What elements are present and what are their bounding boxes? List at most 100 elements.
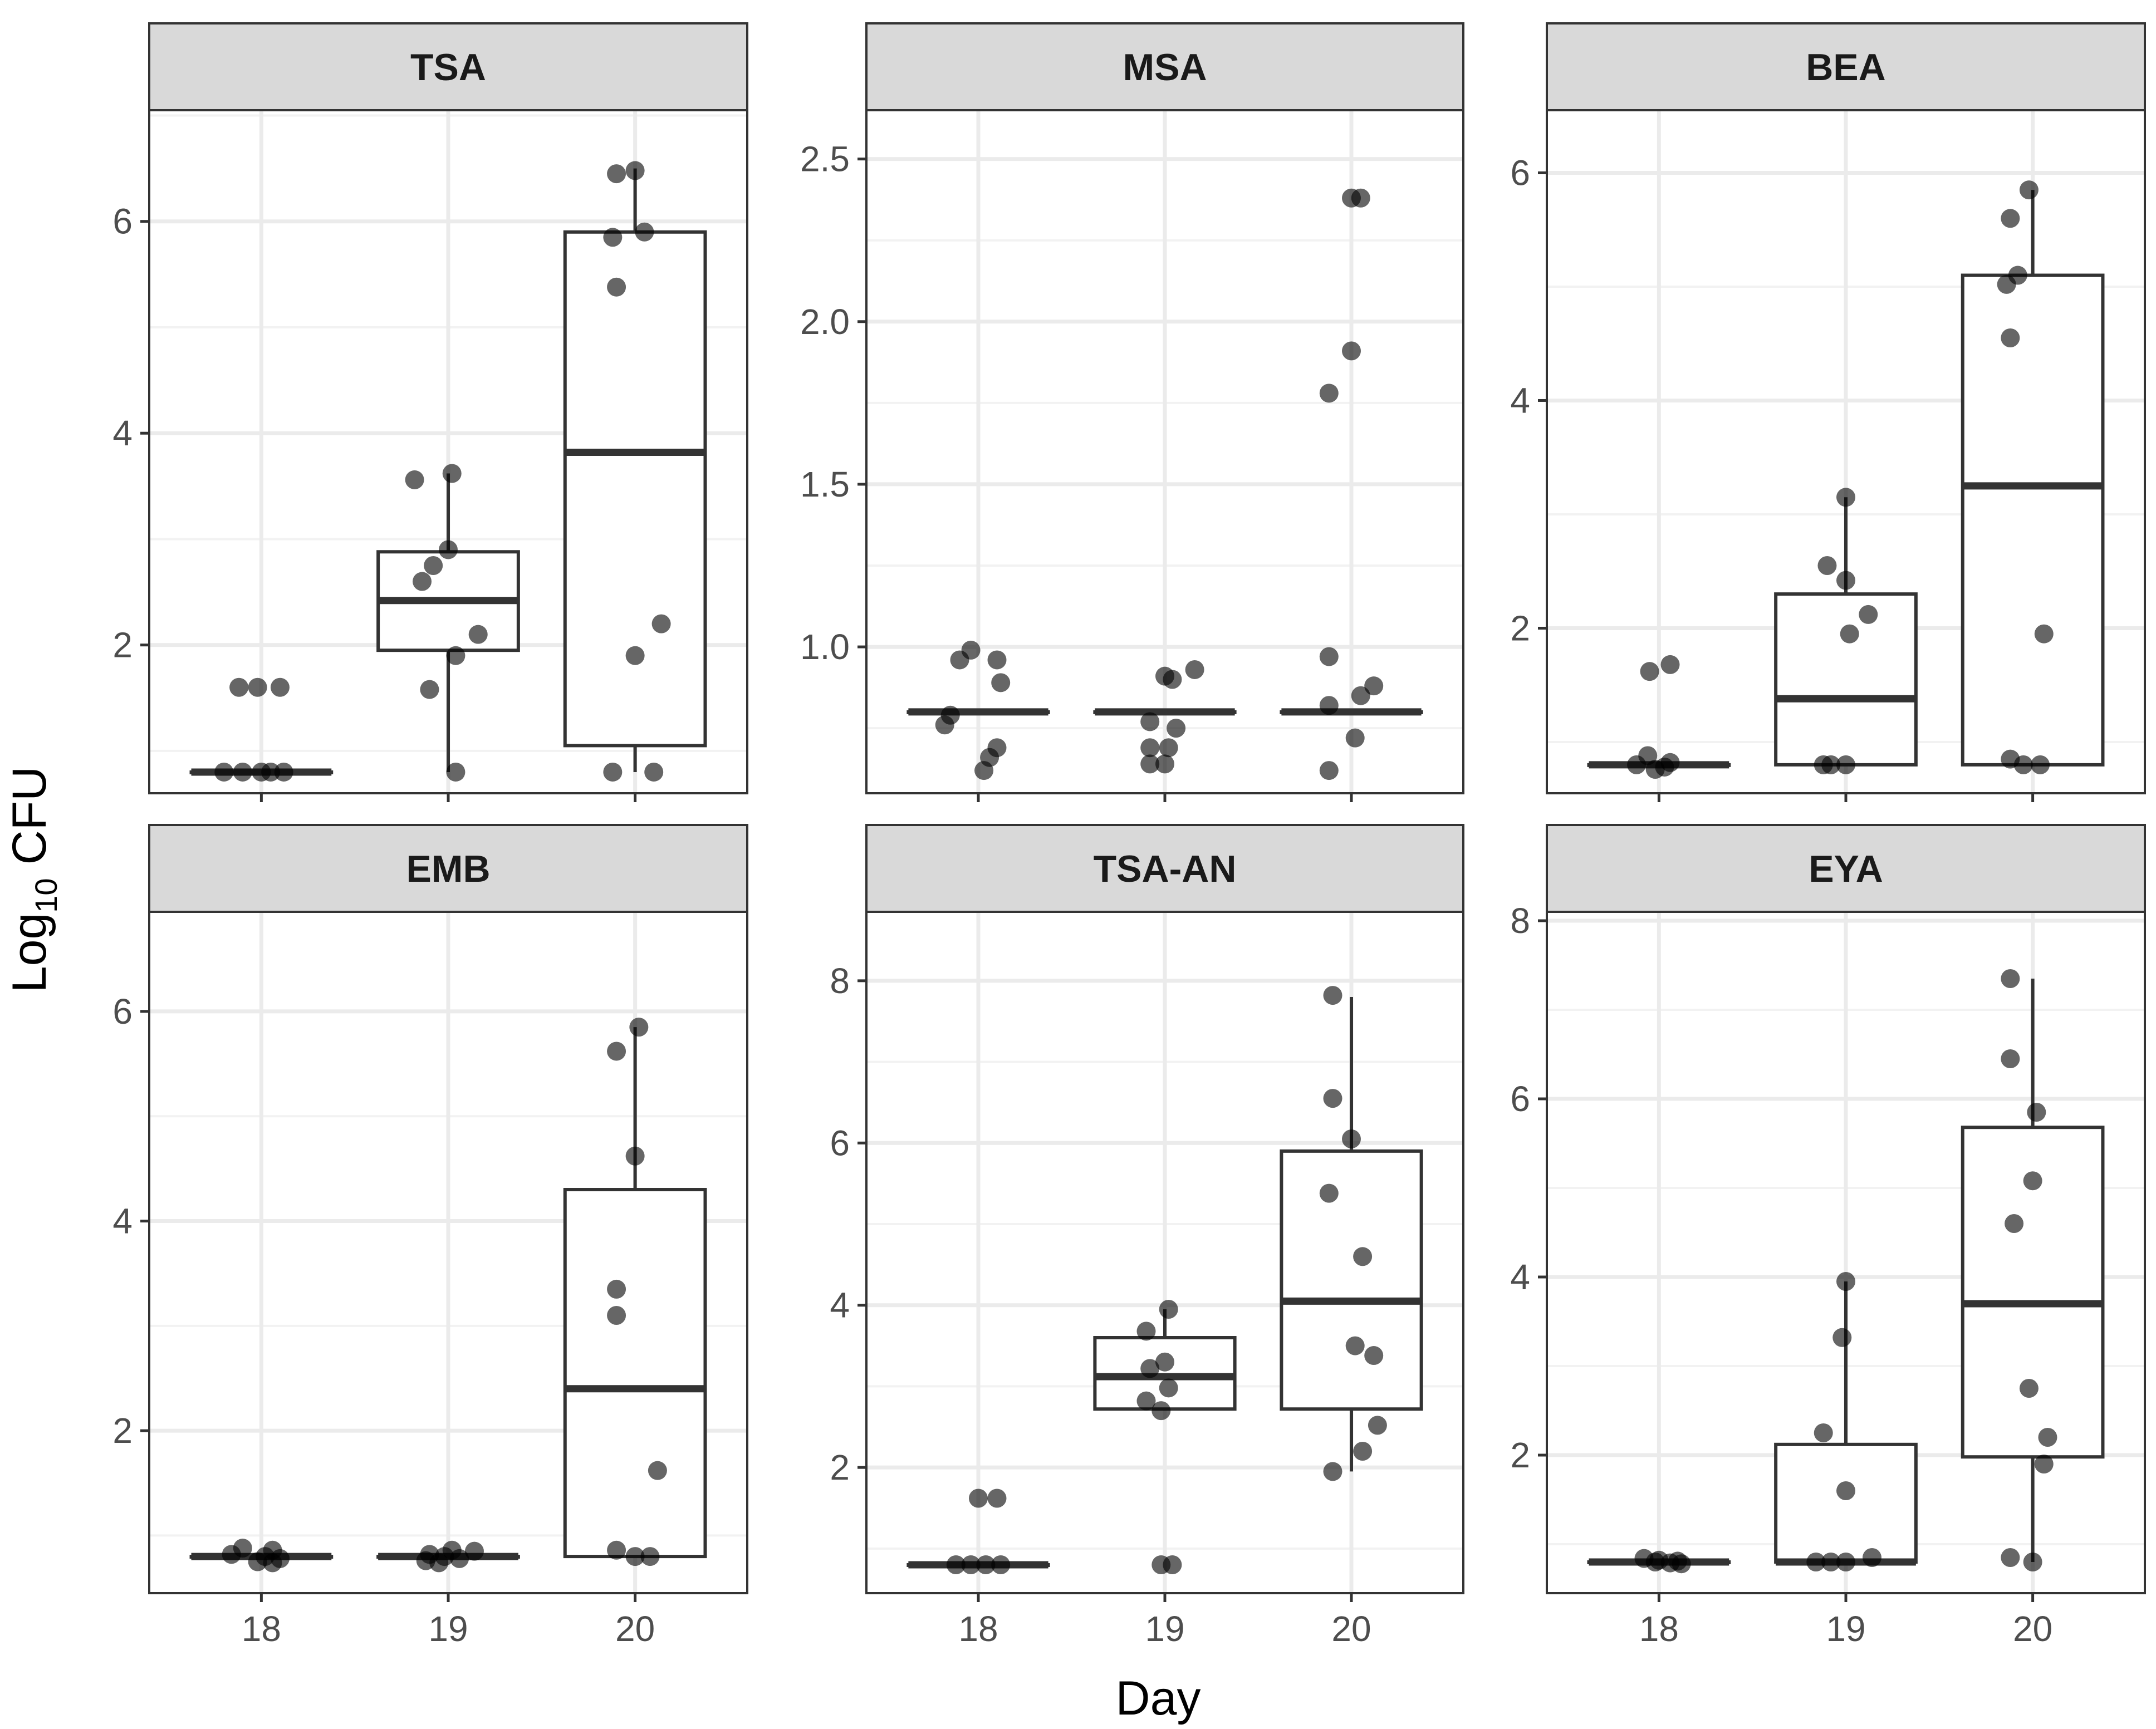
data-point — [446, 762, 465, 782]
data-point — [1364, 1346, 1384, 1365]
data-point — [1836, 488, 1855, 507]
data-point — [1140, 738, 1160, 758]
data-point — [2001, 209, 2020, 228]
data-point — [1319, 384, 1339, 403]
y-tick-label: 4 — [112, 413, 133, 453]
data-point — [1353, 1247, 1373, 1266]
data-point — [1159, 1300, 1178, 1319]
y-tick-label: 2 — [1510, 1435, 1530, 1475]
data-point — [468, 625, 488, 644]
box-19 — [1093, 708, 1237, 716]
x-tick-label: 20 — [615, 1609, 655, 1649]
data-point — [625, 161, 645, 180]
data-point — [439, 540, 458, 559]
data-point — [1319, 696, 1339, 715]
data-point — [974, 761, 994, 780]
box-20 — [1280, 997, 1423, 1472]
data-point — [1640, 662, 1659, 681]
data-point — [1836, 1481, 1855, 1500]
data-point — [2019, 1379, 2039, 1398]
data-point — [1997, 274, 2016, 294]
y-tick-label: 1.0 — [800, 627, 850, 667]
data-point — [1345, 728, 1365, 748]
data-point — [603, 228, 623, 247]
data-point — [2013, 755, 2033, 774]
x-tick-label: 20 — [2013, 1609, 2052, 1649]
box-iqr — [563, 1188, 707, 1559]
data-point — [625, 1547, 645, 1566]
box-20 — [1280, 708, 1423, 716]
data-point — [1351, 686, 1370, 705]
data-point — [969, 1489, 988, 1508]
data-point — [1351, 188, 1370, 208]
facet-panel-tsa: TSA 2 4 6 — [112, 22, 748, 802]
data-point — [446, 646, 465, 665]
data-point — [261, 762, 281, 782]
data-point — [1140, 712, 1160, 731]
data-point — [263, 1553, 282, 1573]
data-point — [1660, 655, 1680, 674]
data-point — [1859, 605, 1878, 624]
data-point — [991, 1555, 1011, 1574]
x-tick-label: 20 — [1331, 1609, 1371, 1649]
data-point — [1342, 1129, 1361, 1148]
y-tick-label: 2 — [112, 625, 133, 665]
y-axis-title-subscript: 10 — [28, 878, 63, 912]
data-point — [1155, 1352, 1174, 1372]
data-point — [1862, 1548, 1881, 1567]
data-point — [2038, 1428, 2057, 1447]
strip-background — [1546, 824, 2146, 913]
box-iqr — [1961, 273, 2105, 767]
data-point — [1821, 1553, 1841, 1571]
data-point — [1342, 341, 1361, 361]
y-tick-label: 8 — [830, 961, 850, 1001]
data-point — [1159, 738, 1178, 758]
data-point — [987, 1489, 1007, 1508]
box-20 — [563, 168, 707, 772]
strip-label: MSA — [1123, 46, 1207, 89]
data-point — [214, 762, 234, 782]
x-tick-label: 18 — [1639, 1609, 1679, 1649]
y-tick-label: 2 — [1510, 608, 1530, 648]
strip-label: BEA — [1806, 46, 1886, 89]
data-point — [1814, 1423, 1833, 1442]
facet-panel-emb: EMB 2 4 6 18 19 20 — [112, 824, 748, 1649]
y-axis-title: Log10 CFU — [3, 767, 63, 993]
data-point — [270, 677, 290, 697]
data-point — [991, 673, 1011, 692]
y-tick-label: 6 — [112, 991, 133, 1031]
data-point — [950, 650, 969, 670]
data-point — [603, 762, 623, 782]
strip-background — [148, 824, 748, 913]
data-point — [935, 715, 954, 735]
data-point — [2001, 969, 2020, 988]
data-point — [1836, 571, 1855, 590]
data-point — [1353, 1442, 1373, 1461]
y-tick-label: 2.5 — [800, 139, 850, 179]
x-tick-label: 18 — [958, 1609, 998, 1649]
data-point — [640, 1547, 660, 1566]
data-point — [248, 677, 267, 697]
data-point — [1817, 556, 1837, 575]
data-point — [233, 762, 252, 782]
strip-background — [865, 824, 1464, 913]
data-point — [607, 164, 626, 184]
data-point — [629, 1018, 649, 1037]
data-point — [1152, 1401, 1171, 1421]
box-iqr — [1774, 592, 1918, 767]
data-point — [648, 1461, 667, 1480]
data-point — [1319, 647, 1339, 666]
facet-panel-bea: BEA 2 4 6 — [1510, 22, 2146, 802]
data-point — [635, 222, 654, 242]
strip-label: EMB — [406, 848, 490, 890]
data-point — [1840, 624, 1859, 644]
data-point — [2001, 1548, 2020, 1567]
y-tick-label: 6 — [1510, 153, 1530, 193]
y-tick-label: 4 — [1510, 1257, 1530, 1297]
y-axis-title-base: Log — [3, 913, 56, 993]
data-point — [429, 1553, 449, 1573]
x-axis-title: Day — [1116, 1672, 1201, 1725]
data-point — [420, 680, 439, 699]
data-point — [1368, 1416, 1387, 1435]
